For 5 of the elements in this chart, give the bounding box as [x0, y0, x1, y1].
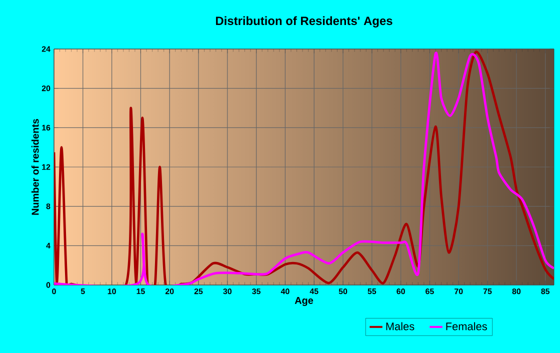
x-axis-title: Age [294, 297, 314, 306]
legend-label: Males [386, 322, 414, 330]
chart-title: Distribution of Residents' Ages [216, 16, 392, 28]
legend-label: Females [446, 322, 487, 330]
y-axis-title: Number of residents [31, 118, 39, 215]
